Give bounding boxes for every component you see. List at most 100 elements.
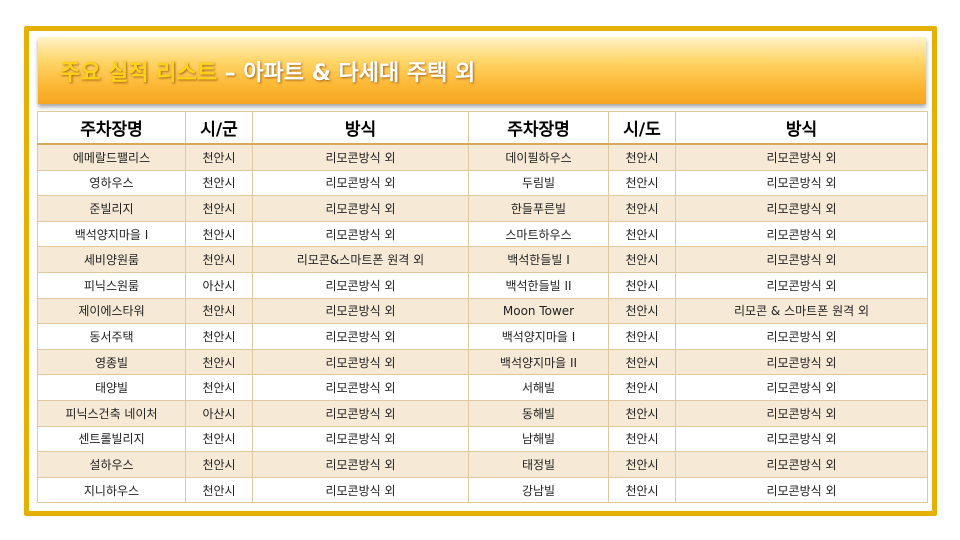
cell-method: 리모콘방식 외 xyxy=(252,323,469,350)
cell-method-2: 리모콘 & 스마트폰 원격 외 xyxy=(675,297,928,325)
cell-city-2: 천안시 xyxy=(608,476,676,504)
cell-city-2: 천안시 xyxy=(608,399,676,427)
cell-method-2: 리모콘방식 외 xyxy=(675,246,928,273)
cell-method-2: 리모콘방식 외 xyxy=(675,374,928,401)
cell-parking-name: 설하우스 xyxy=(37,451,186,478)
cell-method: 리모콘방식 외 xyxy=(252,476,469,504)
cell-parking-name-2: 강남빌 xyxy=(468,476,609,504)
cell-parking-name: 에메랄드팰리스 xyxy=(37,143,186,171)
cell-city-2: 천안시 xyxy=(608,195,676,222)
table-header-row: 주차장명 시/군 방식 주차장명 시/도 방식 xyxy=(37,111,928,145)
cell-parking-name-2: 스마트하우스 xyxy=(468,220,609,248)
title-rest: – 아파트 & 다세대 주택 외 xyxy=(217,61,476,86)
cell-parking-name-2: 태정빌 xyxy=(468,451,609,478)
cell-method: 리모콘&스마트폰 원격 외 xyxy=(252,246,469,273)
cell-city: 천안시 xyxy=(185,195,253,222)
column-header-method-2: 방식 xyxy=(675,111,928,145)
cell-parking-name: 피닉스원룸 xyxy=(37,271,186,299)
cell-parking-name-2: 서해빌 xyxy=(468,374,609,401)
cell-city: 천안시 xyxy=(185,246,253,273)
cell-method: 리모콘방식 외 xyxy=(252,220,469,248)
cell-city-2: 천안시 xyxy=(608,323,676,350)
table-row: 제이에스타워 천안시 리모콘방식 외 Moon Tower 천안시 리모콘 & 스마트폰 … xyxy=(37,297,928,325)
cell-city: 천안시 xyxy=(185,425,253,453)
table-row: 영하우스 천안시 리모콘방식 외 두림빌 천안시 리모콘방식 외 xyxy=(37,169,928,197)
cell-city: 아산시 xyxy=(185,271,253,299)
cell-parking-name: 태양빌 xyxy=(37,374,186,401)
cell-city: 천안시 xyxy=(185,374,253,401)
table-row: 설하우스 천안시 리모콘방식 외 태정빌 천안시 리모콘방식 외 xyxy=(37,451,928,478)
table-row: 태양빌 천안시 리모콘방식 외 서해빌 천안시 리모콘방식 외 xyxy=(37,374,928,401)
cell-parking-name-2: 데이필하우스 xyxy=(468,143,609,171)
cell-parking-name-2: 백석한들빌 II xyxy=(468,271,609,299)
cell-method-2: 리모콘방식 외 xyxy=(675,169,928,197)
cell-city: 천안시 xyxy=(185,143,253,171)
table-row: 준빌리지 천안시 리모콘방식 외 한들푸른빌 천안시 리모콘방식 외 xyxy=(37,195,928,222)
column-header-parking-name: 주차장명 xyxy=(37,111,186,145)
cell-method-2: 리모콘방식 외 xyxy=(675,425,928,453)
cell-parking-name-2: 백석양지마을 II xyxy=(468,348,609,376)
cell-method-2: 리모콘방식 외 xyxy=(675,323,928,350)
cell-parking-name-2: 백석양지마을 I xyxy=(468,323,609,350)
cell-method: 리모콘방식 외 xyxy=(252,297,469,325)
page-title: 주요 실적 리스트 – 아파트 & 다세대 주택 외 xyxy=(60,55,475,87)
table-row: 백석양지마을 I 천안시 리모콘방식 외 스마트하우스 천안시 리모콘방식 외 xyxy=(37,220,928,248)
cell-parking-name: 제이에스타워 xyxy=(37,297,186,325)
cell-city: 천안시 xyxy=(185,476,253,504)
title-highlight: 주요 실적 리스트 xyxy=(60,61,217,86)
table-row: 피닉스원룸 아산시 리모콘방식 외 백석한들빌 II 천안시 리모콘방식 외 xyxy=(37,271,928,299)
cell-parking-name: 영종빌 xyxy=(37,348,186,376)
cell-city: 천안시 xyxy=(185,297,253,325)
table-row: 영종빌 천안시 리모콘방식 외 백석양지마을 II 천안시 리모콘방식 외 xyxy=(37,348,928,376)
table-row: 피닉스건축 네이처 아산시 리모콘방식 외 동해빌 천안시 리모콘방식 외 xyxy=(37,399,928,427)
cell-city-2: 천안시 xyxy=(608,143,676,171)
cell-method: 리모콘방식 외 xyxy=(252,271,469,299)
cell-city: 천안시 xyxy=(185,323,253,350)
cell-method: 리모콘방식 외 xyxy=(252,425,469,453)
table-row: 세비양원룸 천안시 리모콘&스마트폰 원격 외 백석한들빌 I 천안시 리모콘방식 외 xyxy=(37,246,928,273)
cell-parking-name: 준빌리지 xyxy=(37,195,186,222)
cell-method-2: 리모콘방식 외 xyxy=(675,143,928,171)
cell-city-2: 천안시 xyxy=(608,271,676,299)
cell-city: 천안시 xyxy=(185,220,253,248)
title-bar: 주요 실적 리스트 – 아파트 & 다세대 주택 외 xyxy=(38,37,926,104)
cell-method-2: 리모콘방식 외 xyxy=(675,348,928,376)
cell-method: 리모콘방식 외 xyxy=(252,348,469,376)
cell-parking-name-2: 백석한들빌 I xyxy=(468,246,609,273)
table-row: 센트롤빌리지 천안시 리모콘방식 외 남해빌 천안시 리모콘방식 외 xyxy=(37,425,928,453)
column-header-method: 방식 xyxy=(252,111,469,145)
cell-parking-name-2: 동해빌 xyxy=(468,399,609,427)
cell-city-2: 천안시 xyxy=(608,297,676,325)
cell-city-2: 천안시 xyxy=(608,348,676,376)
cell-parking-name: 백석양지마을 I xyxy=(37,220,186,248)
cell-method: 리모콘방식 외 xyxy=(252,451,469,478)
column-header-parking-name-2: 주차장명 xyxy=(468,111,609,145)
cell-method-2: 리모콘방식 외 xyxy=(675,399,928,427)
cell-method: 리모콘방식 외 xyxy=(252,169,469,197)
cell-city-2: 천안시 xyxy=(608,425,676,453)
cell-parking-name: 영하우스 xyxy=(37,169,186,197)
cell-parking-name: 센트롤빌리지 xyxy=(37,425,186,453)
cell-method-2: 리모콘방식 외 xyxy=(675,195,928,222)
table-row: 동서주택 천안시 리모콘방식 외 백석양지마을 I 천안시 리모콘방식 외 xyxy=(37,323,928,350)
column-header-city-2: 시/도 xyxy=(608,111,676,145)
cell-parking-name-2: 한들푸른빌 xyxy=(468,195,609,222)
cell-city: 천안시 xyxy=(185,169,253,197)
cell-parking-name: 세비양원룸 xyxy=(37,246,186,273)
cell-city: 천안시 xyxy=(185,451,253,478)
cell-method-2: 리모콘방식 외 xyxy=(675,271,928,299)
cell-city-2: 천안시 xyxy=(608,246,676,273)
cell-method: 리모콘방식 외 xyxy=(252,195,469,222)
cell-city: 천안시 xyxy=(185,348,253,376)
cell-method-2: 리모콘방식 외 xyxy=(675,220,928,248)
cell-parking-name: 피닉스건축 네이처 xyxy=(37,399,186,427)
results-table: 주차장명 시/군 방식 주차장명 시/도 방식 에메랄드팰리스 천안시 리모콘방식 외 데이필하… xyxy=(37,111,928,504)
column-header-city: 시/군 xyxy=(185,111,253,145)
cell-city: 아산시 xyxy=(185,399,253,427)
cell-parking-name-2: 남해빌 xyxy=(468,425,609,453)
cell-parking-name-2: 두림빌 xyxy=(468,169,609,197)
cell-method-2: 리모콘방식 외 xyxy=(675,476,928,504)
cell-city-2: 천안시 xyxy=(608,169,676,197)
cell-city-2: 천안시 xyxy=(608,220,676,248)
cell-city-2: 천안시 xyxy=(608,451,676,478)
